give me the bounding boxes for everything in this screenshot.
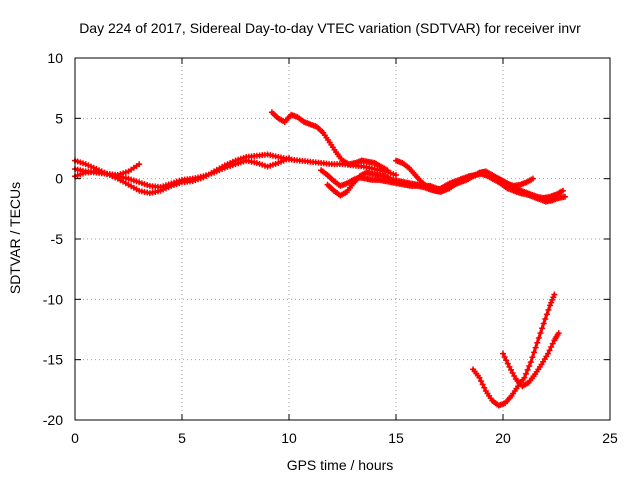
data-point [476,374,483,381]
data-point [546,347,553,354]
ticks: 0 5 10 15 20 25 -20 -15 -10 -5 0 5 10 [43,50,618,446]
x-tick-label: 15 [388,430,404,446]
y-tick-label: -20 [43,412,63,428]
data-point [539,325,546,332]
data-point [481,384,488,391]
y-tick-label: 0 [55,171,63,187]
data-point [543,311,550,318]
data-point [529,175,536,182]
data-point [384,167,391,174]
y-axis-label: SDTVAR / TECUs [7,182,23,294]
data-point [526,363,533,370]
x-axis-label: GPS time / hours [287,457,394,473]
data-point [511,372,518,379]
data-point [544,350,551,357]
y-tick-label: -5 [51,231,64,247]
series-arc-9 [500,330,562,390]
plot-area [72,109,569,409]
data-point [562,193,569,200]
data-point [524,366,531,373]
data-point [506,363,513,370]
data-point [529,354,536,361]
data-point [555,330,562,337]
chart-title: Day 224 of 2017, Sidereal Day-to-day VTE… [79,20,581,36]
data-point [136,161,143,168]
data-point [545,306,552,313]
series-arc-8 [470,291,558,409]
data-point [508,366,515,373]
y-tick-label: 5 [55,110,63,126]
x-tick-label: 5 [178,430,186,446]
data-point [286,155,292,162]
x-tick-label: 0 [71,430,79,446]
y-tick-label: -10 [43,291,63,307]
data-point [504,360,511,367]
data-point [551,291,558,298]
series-arc-3 [72,155,292,191]
y-tick-label: 10 [47,50,63,66]
data-point [501,353,508,360]
data-point [535,334,542,341]
data-point [548,343,555,350]
data-point [534,339,541,346]
data-point [549,340,556,347]
data-point [478,378,485,385]
y-tick-label: -15 [43,352,63,368]
data-point [542,315,549,322]
x-tick-label: 20 [495,430,511,446]
data-point [479,381,486,388]
data-point [509,369,516,376]
x-tick-label: 25 [602,430,618,446]
data-point [393,172,399,179]
data-point [532,344,539,351]
series-arc-7 [393,157,566,201]
data-point [540,320,547,327]
x-tick-label: 10 [281,430,297,446]
data-point [503,357,510,364]
data-point [559,187,566,194]
data-point [531,349,538,356]
series-arc-4 [268,109,391,174]
data-point [527,359,534,366]
data-point [521,374,528,381]
data-point [537,330,544,337]
data-point [500,350,506,357]
data-point [523,370,530,377]
